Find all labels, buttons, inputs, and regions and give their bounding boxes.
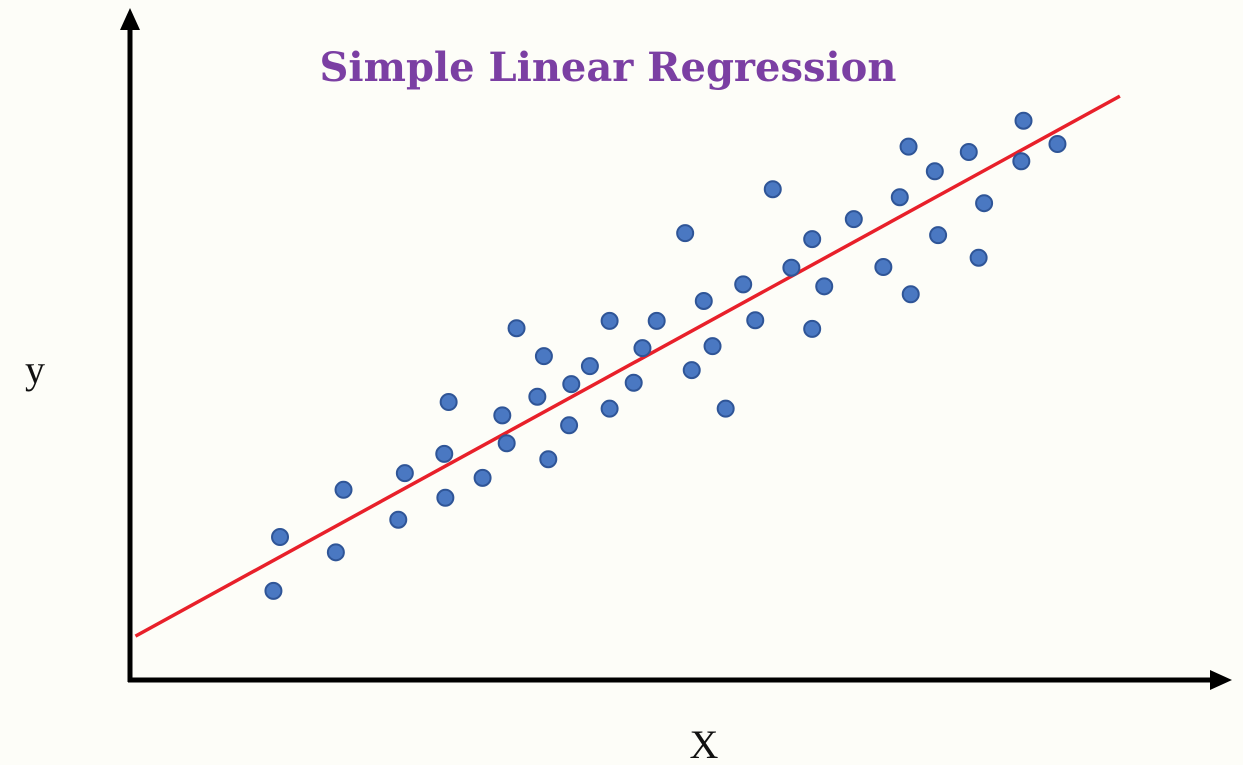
data-point — [647, 311, 666, 330]
data-point — [682, 361, 701, 380]
data-point — [782, 258, 801, 277]
data-point — [334, 480, 353, 499]
y-axis-arrow — [120, 8, 140, 30]
chart-title: Simple Linear Regression — [320, 44, 897, 91]
x-axis-label: X — [690, 722, 719, 765]
data-point — [901, 285, 920, 304]
data-point — [435, 444, 454, 463]
data-point — [716, 399, 735, 418]
data-point — [969, 248, 988, 267]
data-point — [929, 226, 948, 245]
data-point — [763, 180, 782, 199]
data-point — [539, 450, 558, 469]
data-point — [600, 399, 619, 418]
data-point — [528, 387, 547, 406]
data-point — [694, 291, 713, 310]
x-axis-arrow — [1210, 670, 1232, 690]
data-point — [803, 319, 822, 338]
data-point — [389, 510, 408, 529]
data-point — [959, 142, 978, 161]
data-point — [600, 311, 619, 330]
data-point — [436, 488, 455, 507]
data-point — [507, 319, 526, 338]
data-point — [497, 434, 516, 453]
regression-line — [134, 94, 1121, 638]
data-point — [534, 347, 553, 366]
data-point — [803, 230, 822, 249]
data-point — [874, 258, 893, 277]
data-point — [562, 375, 581, 394]
data-point — [975, 194, 994, 213]
data-point — [899, 137, 918, 156]
data-point — [815, 277, 834, 296]
data-point — [580, 357, 599, 376]
data-point — [1014, 111, 1033, 130]
data-point — [734, 275, 753, 294]
y-axis-label: y — [25, 347, 45, 392]
data-point — [844, 210, 863, 229]
data-point — [473, 468, 492, 487]
data-point — [746, 311, 765, 330]
data-point — [395, 464, 414, 483]
data-point — [925, 162, 944, 181]
data-point — [703, 337, 722, 356]
data-point — [326, 543, 345, 562]
data-point — [624, 373, 643, 392]
data-point — [271, 528, 290, 547]
data-point — [1048, 135, 1067, 154]
data-point — [676, 224, 695, 243]
data-point — [560, 416, 579, 435]
data-point — [1012, 152, 1031, 171]
data-point — [890, 188, 909, 207]
data-point — [439, 393, 458, 412]
data-point — [633, 339, 652, 358]
data-point — [493, 406, 512, 425]
data-point — [264, 581, 283, 600]
